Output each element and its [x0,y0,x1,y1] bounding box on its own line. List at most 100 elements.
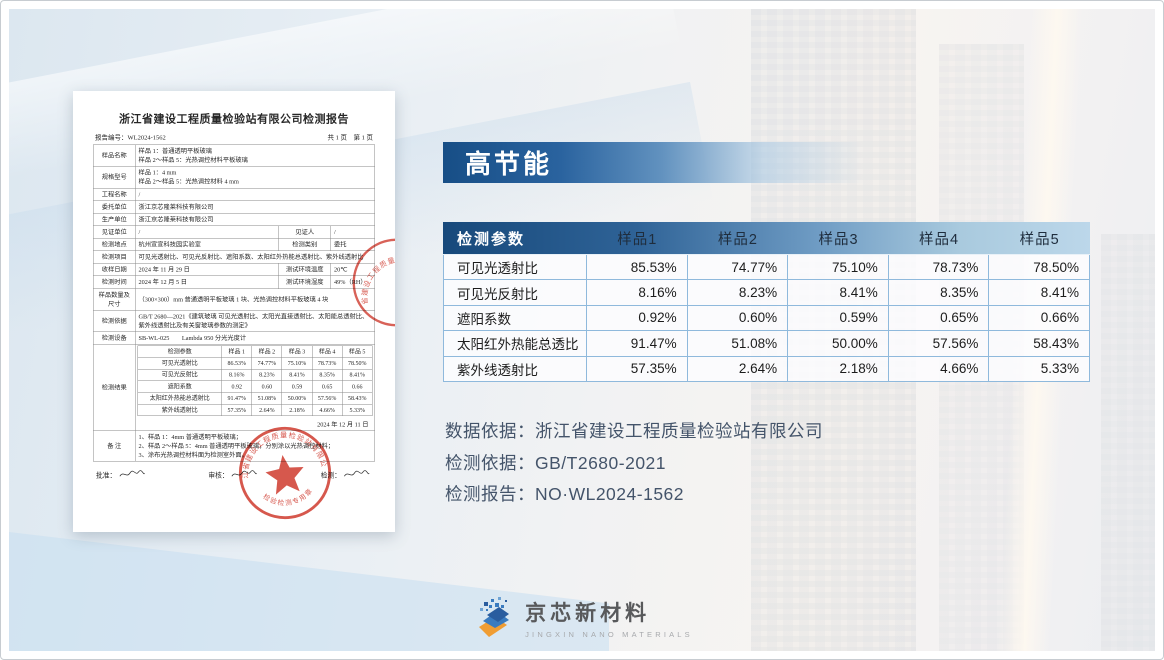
doc-field-label: 检测结果 [93,344,136,431]
document-title: 浙江省建设工程质量检验站有限公司检测报告 [118,112,349,126]
row-value: 91.47% [587,331,688,357]
row-value: 58.43% [989,331,1090,357]
doc-field-value: 浙江京芯隆莱科技有限公司 [135,200,375,214]
table-row: 遮阳系数 0.92% 0.60% 0.59% 0.65% 0.66% [443,305,1090,332]
doc-field-label: 样品名称 [93,144,136,167]
row-value: 0.65% [888,305,990,332]
document-page-count: 共 1 页 第 1 页 [327,133,373,142]
doc-field-label: 收样日期 [93,263,136,277]
row-value: 51.08% [687,331,789,357]
doc-info-row: 委托单位 浙江京芯隆莱科技有限公司 [93,200,375,214]
section-title: 高节能 [465,149,553,179]
doc-field-label: 检测类别 [278,237,331,252]
doc-info-row: 工程名称 / [93,187,375,201]
doc-field-label: 样品数量及尺寸 [93,288,136,311]
note-label: 检测报告： [445,484,535,504]
doc-result-value: 57.35% [221,404,253,417]
row-label: 紫外线透射比 [443,356,587,382]
row-value: 0.92% [587,305,688,332]
note-line: 检测依据：GB/T2680-2021 [445,448,823,480]
doc-field-value: 样品 1：普通透明平板玻璃 样品 2～样品 5：光热调控材料平板玻璃 [135,144,375,167]
row-value: 85.53% [587,255,688,281]
row-value: 0.66% [989,305,1090,332]
logo-text: 京芯新材料 JINGXIN NANO MATERIALS [525,597,693,639]
doc-field-label: 见证人 [278,225,331,239]
document-info-table: 样品名称 样品 1：普通透明平板玻璃 样品 2～样品 5：光热调控材料平板玻璃 规格… [93,144,375,462]
doc-info-row: 见证单位 / 见证人 / [93,225,375,239]
doc-signature: 批准： [96,468,145,479]
doc-result-value: 57.56% [311,392,343,405]
doc-remark-row: 备 注 1、样品 1：4mm 普通透明平板玻璃； 2、样品 2～样品 5：4mm … [93,430,375,462]
row-value: 78.73% [888,255,990,281]
row-label: 遮阳系数 [443,305,587,332]
row-value: 57.35% [587,356,688,382]
doc-info-row: 生产单位 浙江京芯隆莱科技有限公司 [93,212,375,226]
doc-result-data-row: 可见光透射比 86.53% 74.77% 75.10% 78.73% 78.50% [137,357,373,370]
svg-text:检验检测专用章: 检验检测专用章 [261,485,317,511]
doc-info-row: 样品名称 样品 1：普通透明平板玻璃 样品 2～样品 5：光热调控材料平板玻璃 [93,144,375,167]
doc-field-label: 检测设备 [93,331,136,345]
row-value: 5.33% [989,356,1090,382]
doc-result-col: 样品 3 [281,345,313,358]
doc-result-table: 检测参数 样品 1 样品 2 样品 3 样品 4 样品 5 可见光透射比 86.53% 74.7… [137,345,373,417]
note-line: 数据依据：浙江省建设工程质量检验站有限公司 [445,416,823,448]
background-building-decor [1101,234,1155,651]
doc-result-date: 2024 年 12 月 11 日 [317,421,369,429]
doc-result-col: 检测参数 [137,345,222,358]
row-value: 74.77% [687,255,789,281]
row-value: 8.41% [989,280,1090,306]
doc-field-label: 规格型号 [93,166,136,189]
doc-result-label: 可见光反射比 [137,368,222,382]
doc-info-row: 检测依据 GB/T 2680—2021《建筑玻璃 可见光透射比、太阳光直接透射比、… [93,309,375,333]
note-value: GB/T2680-2021 [535,452,667,473]
company-logo: 京芯新材料 JINGXIN NANO MATERIALS [471,595,693,641]
table-row: 紫外线透射比 57.35% 2.64% 2.18% 4.66% 5.33% [443,356,1090,382]
document-report-number: 报告编号：WL2024-1562 [95,133,166,142]
row-value: 78.50% [989,255,1090,281]
doc-result-label: 太阳红外热能总透射比 [137,392,222,405]
table-row: 可见光透射比 85.53% 74.77% 75.10% 78.73% 78.50% [443,255,1090,281]
signature-scribble-icon [119,470,145,477]
doc-result-data-row: 可见光反射比 8.16% 8.23% 8.41% 8.35% 8.41% [137,368,373,382]
row-value: 50.00% [788,331,889,357]
doc-result-value: 86.53% [221,357,253,370]
doc-result-value: 8.35% [311,368,343,382]
doc-field-value: 杭州宣宣科技园实验室 [135,237,279,252]
row-value: 8.35% [888,280,990,306]
doc-field-label: 检测依据 [93,309,136,333]
doc-result-value: 78.73% [311,357,343,370]
doc-field-value: （300×300）mm 普通透明平板玻璃 1 块、光热调控材料平板玻璃 4 块 [135,288,375,311]
doc-field-label: 生产单位 [93,212,136,226]
doc-result-row: 检测结果 检测参数 样品 1 样品 2 样品 3 样品 4 样品 5 可见光透射比 86.53%… [93,344,375,431]
footer: 京芯新材料 JINGXIN NANO MATERIALS [9,595,1155,641]
doc-result-value: 8.41% [281,368,313,382]
presentation-slide: 浙江省建设工程质量检验站有限公司检测报告 报告编号：WL2024-1562 共 … [9,9,1155,651]
signature-scribble-icon [231,470,257,477]
document-meta: 报告编号：WL2024-1562 共 1 页 第 1 页 [95,132,373,142]
table-header-sample-2: 样品2 [717,231,758,248]
doc-result-value: 50.00% [281,392,313,405]
table-header-sample-5: 样品5 [1019,231,1060,248]
doc-result-label: 遮阳系数 [137,380,222,393]
doc-result-value: 0.59 [281,380,313,393]
doc-result-value: 4.66% [311,404,343,417]
doc-field-label: 测试环境湿度 [278,275,331,289]
doc-result-col: 样品 2 [251,345,283,358]
doc-field-label: 备 注 [93,430,136,462]
doc-result-value: 8.16% [221,368,253,382]
logo-name-cn: 京芯新材料 [525,602,651,625]
doc-result-value: 2.64% [251,404,283,417]
signature-scribble-icon [344,470,370,477]
doc-field-value: / [135,187,375,201]
note-line: 检测报告：NO·WL2024-1562 [445,479,823,511]
doc-result-data-row: 太阳红外热能总透射比 91.47% 51.08% 50.00% 57.56% 58.43% [137,392,373,405]
doc-field-value: 浙江京芯隆莱科技有限公司 [135,212,375,226]
red-star-stamp-icon: 浙江省建设工程质量检验站有限公司 检验检测专用章 [231,419,332,520]
row-value: 2.64% [687,356,789,382]
doc-info-row: 收样日期 2024 年 11 月 29 日测试环境温度 20℃ [93,263,375,277]
doc-remark-value: 1、样品 1：4mm 普通透明平板玻璃； 2、样品 2～样品 5：4mm 普通透… [135,430,375,462]
row-value: 57.56% [888,331,990,357]
doc-result-col: 样品 1 [221,345,253,358]
report-document-page: 浙江省建设工程质量检验站有限公司检测报告 报告编号：WL2024-1562 共 … [73,91,395,532]
doc-result-label: 紫外线透射比 [137,404,222,417]
